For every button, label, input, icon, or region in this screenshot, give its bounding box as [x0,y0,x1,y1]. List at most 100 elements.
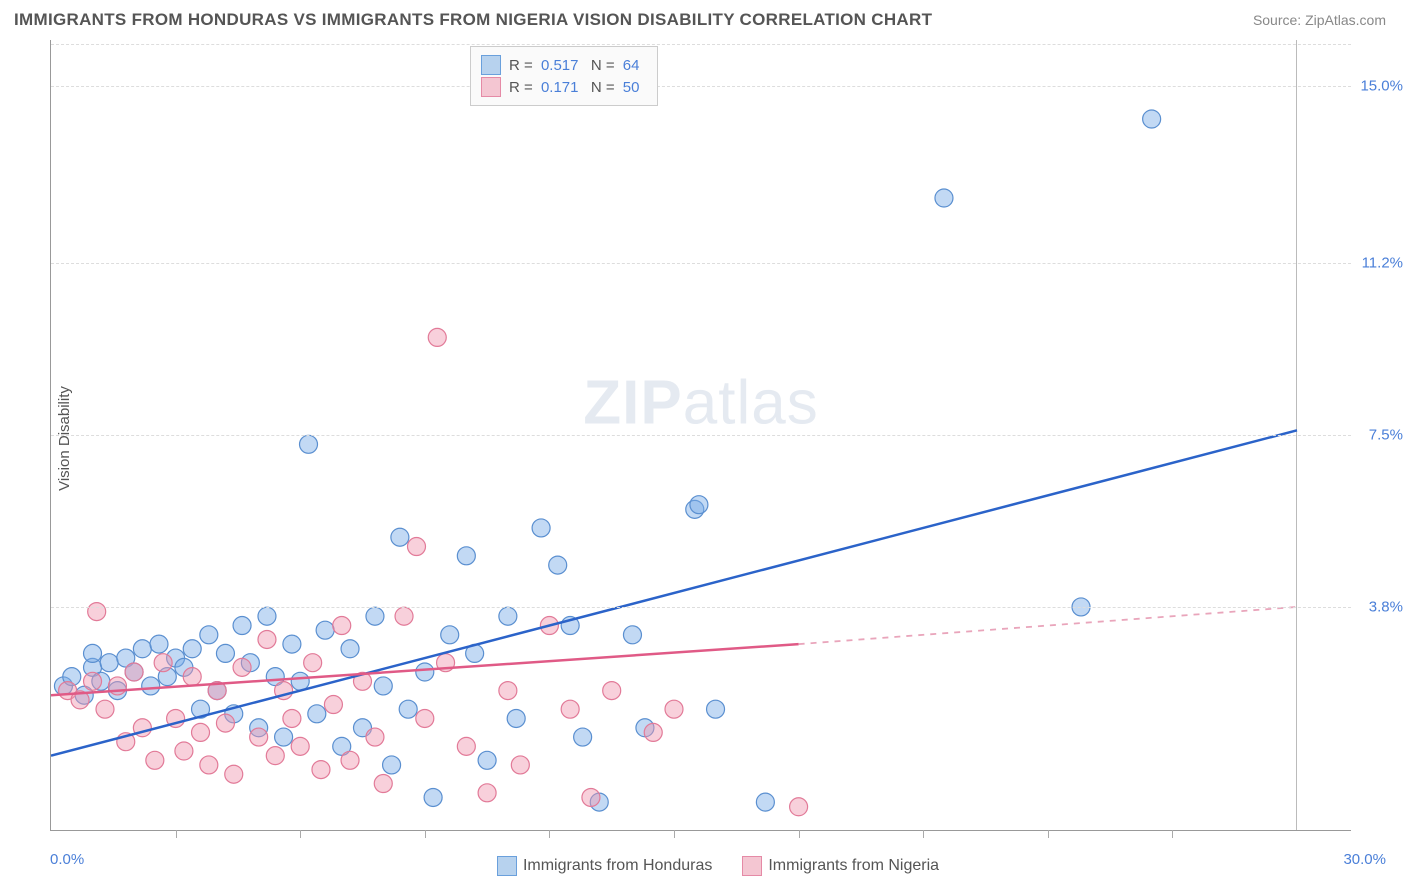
data-point [54,677,72,695]
data-point [935,189,953,207]
data-point [561,700,579,718]
data-point [117,733,135,751]
y-tick-label: 11.2% [1362,255,1403,272]
trend-line [51,644,799,695]
data-point [241,654,259,672]
data-point [428,328,446,346]
data-point [636,719,654,737]
data-point [308,705,326,723]
data-point [354,672,372,690]
data-point [167,709,185,727]
x-tick [674,830,675,838]
data-point [644,723,662,741]
data-point [324,696,342,714]
legend-stat-text: R = 0.517 N = 64 [509,57,643,74]
data-point [183,668,201,686]
data-point [275,728,293,746]
data-point [75,686,93,704]
gridline [51,44,1351,45]
data-point [457,737,475,755]
data-point [258,630,276,648]
watermark: ZIPatlas [583,368,818,439]
x-tick [300,830,301,838]
legend-label: Immigrants from Honduras [523,857,712,874]
x-end-label: 30.0% [1343,851,1386,868]
data-point [63,668,81,686]
data-point [441,626,459,644]
data-point [146,751,164,769]
data-point [437,654,455,672]
data-point [707,700,725,718]
data-point [457,547,475,565]
data-point [183,640,201,658]
data-point [125,663,143,681]
data-point [84,672,102,690]
legend-stat-row: R = 0.171 N = 50 [481,77,643,97]
data-point [175,658,193,676]
data-point [192,723,210,741]
data-point [316,621,334,639]
data-point [125,663,143,681]
data-point [756,793,774,811]
data-point [590,793,608,811]
y-tick-label: 15.0% [1360,78,1403,95]
data-point [142,677,160,695]
data-point [250,719,268,737]
data-point [154,654,172,672]
data-point [108,677,126,695]
x-tick [1048,830,1049,838]
data-point [59,682,77,700]
legend-swatch [481,77,501,97]
data-point [561,617,579,635]
data-point [395,607,413,625]
data-point [100,654,118,672]
legend-bottom: Immigrants from Honduras Immigrants from … [0,856,1406,876]
data-point [312,761,330,779]
x-tick [1172,830,1173,838]
data-point [399,700,417,718]
data-point [511,756,529,774]
x-tick [425,830,426,838]
data-point [623,626,641,644]
data-point [366,607,384,625]
legend-label: Immigrants from Nigeria [768,857,939,874]
data-point [407,538,425,556]
data-point [549,556,567,574]
plot-area: ZIPatlas 3.8%7.5%11.2%15.0% [50,40,1351,831]
data-point [233,658,251,676]
data-point [88,603,106,621]
data-point [333,617,351,635]
data-point [366,728,384,746]
data-point [167,649,185,667]
data-point [374,775,392,793]
watermark-atlas: atlas [683,369,819,438]
data-point [225,765,243,783]
data-point [478,784,496,802]
data-point [208,682,226,700]
data-point [225,705,243,723]
data-point [341,751,359,769]
data-point [291,672,309,690]
data-point [603,682,621,700]
data-point [291,737,309,755]
x-tick [176,830,177,838]
data-point [790,798,808,816]
data-point [374,677,392,695]
data-point [424,788,442,806]
data-point [192,700,210,718]
data-point [540,617,558,635]
data-point [478,751,496,769]
source-label: Source: ZipAtlas.com [1253,12,1386,28]
data-point [383,756,401,774]
y-tick-label: 3.8% [1369,598,1403,615]
gridline [51,263,1351,264]
data-point [354,719,372,737]
data-point [250,728,268,746]
gridline [51,607,1351,608]
data-point [304,654,322,672]
data-point [341,640,359,658]
data-point [71,691,89,709]
data-point [499,682,517,700]
x-tick [799,830,800,838]
data-point [117,649,135,667]
